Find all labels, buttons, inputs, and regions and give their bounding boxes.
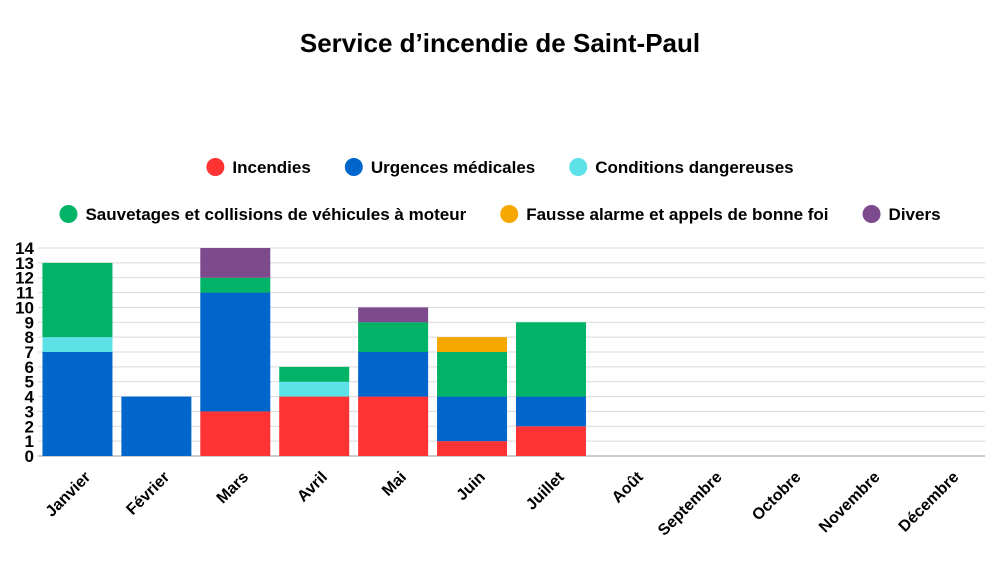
legend-swatch [862,205,881,223]
x-axis: Janvier Février Mars Avril Mai Juin Juillet Aoû… [43,468,963,539]
legend-item-incendies: Incendies [206,158,311,177]
y-tick-label: 13 [15,254,34,273]
bar-segment-incendies [437,441,508,456]
y-tick-label: 7 [25,343,34,362]
bar-segment-conditions-dangereuses [42,337,113,352]
bars [42,248,586,456]
x-tick-label: Novembre [816,469,883,536]
y-tick-label: 1 [25,432,34,451]
bar-segment-incendies [200,411,271,456]
y-tick-label: 10 [15,298,34,317]
legend-label: Divers [889,205,941,224]
bar-segment-divers [200,248,271,278]
x-tick-label: Octobre [749,469,804,524]
y-tick-label: 4 [25,388,35,407]
y-tick-label: 14 [15,239,34,258]
x-tick-label: Juin [454,469,489,504]
y-tick-label: 8 [25,328,34,347]
legend: Incendies Urgences médicales Conditions da… [59,158,941,224]
legend-label: Incendies [232,158,310,177]
y-tick-label: 5 [25,373,34,392]
legend-item-divers: Divers [862,205,941,224]
legend-label: Sauvetages et collisions de véhicules à … [85,205,466,224]
legend-label: Urgences médicales [371,158,535,177]
bar-segment-conditions-dangereuses [279,381,350,397]
legend-swatch [59,205,78,223]
bar-segment-urgences-medicales [358,352,429,397]
bar-segment-urgences-medicales [515,396,586,427]
x-tick-label: Février [123,469,173,519]
bar-segment-sauvetages-et-collisions-de-vehicules-a-moteur [515,322,586,397]
y-tick-label: 2 [25,417,34,436]
legend-item-conditions-dangereuses: Conditions dangereuses [569,158,794,177]
legend-label: Fausse alarme et appels de bonne foi [526,205,828,224]
bar-segment-urgences-medicales [42,352,113,456]
legend-label: Conditions dangereuses [595,158,793,177]
x-tick-label: Avril [294,469,331,506]
bar-segment-sauvetages-et-collisions-de-vehicules-a-moteur [200,277,271,293]
x-tick-label: Mars [214,469,253,508]
x-tick-label: Août [609,468,647,506]
bar-segment-divers [358,307,429,323]
legend-item-sauvetages-et-collisions-de-vehicules-a-moteur: Sauvetages et collisions de véhicules à … [59,205,467,224]
gridlines [38,247,985,457]
y-tick-label: 11 [16,284,34,303]
x-tick-label: Décembre [896,469,963,536]
legend-item-urgences-medicales: Urgences médicales [344,158,535,177]
x-tick-label: Janvier [43,469,95,521]
bar-segment-incendies [279,396,350,456]
chart-title: Service d’incendie de Saint-Paul [300,28,700,58]
bar-segment-sauvetages-et-collisions-de-vehicules-a-moteur [279,366,350,382]
bar-segment-urgences-medicales [200,292,271,412]
legend-swatch [206,158,225,176]
legend-swatch [569,158,588,176]
bar-segment-incendies [358,396,429,456]
y-tick-label: 3 [25,402,34,421]
bar-segment-sauvetages-et-collisions-de-vehicules-a-moteur [358,322,429,352]
x-tick-label: Septembre [655,469,726,540]
x-tick-label: Mai [379,469,410,500]
legend-swatch [344,158,363,176]
bar-segment-sauvetages-et-collisions-de-vehicules-a-moteur [42,262,113,338]
x-tick-label: Juillet [523,468,568,513]
bar-segment-urgences-medicales [121,396,192,456]
legend-swatch [500,205,519,223]
bar-segment-fausse-alarme-et-appels-de-bonne-foi [437,337,508,352]
bar-segment-sauvetages-et-collisions-de-vehicules-a-moteur [437,352,508,397]
y-tick-label: 6 [25,358,34,377]
y-tick-label: 0 [25,447,34,466]
y-tick-label: 9 [25,313,34,332]
bar-segment-urgences-medicales [437,396,508,442]
legend-item-fausse-alarme-et-appels-de-bonne-foi: Fausse alarme et appels de bonne foi [500,205,829,224]
y-tick-label: 12 [15,269,34,288]
bar-segment-incendies [515,426,586,456]
